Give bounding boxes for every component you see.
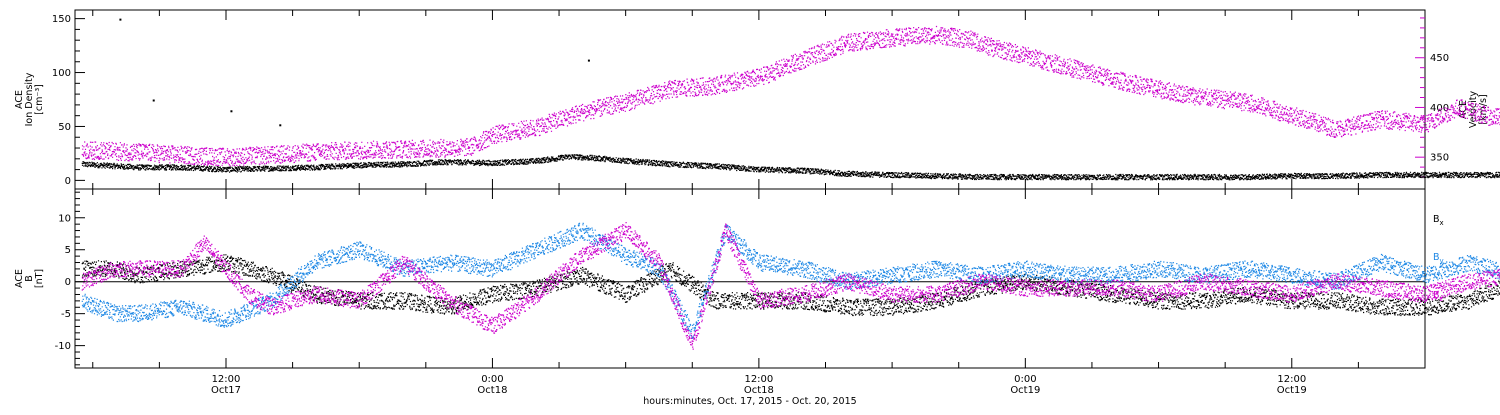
velocity-axis-tick-label: 450 xyxy=(1430,53,1449,64)
x-tick-date-label: Oct17 xyxy=(211,385,241,396)
field-axis-tick-label: 10 xyxy=(58,213,71,224)
x-tick-time-label: 12:00 xyxy=(1277,374,1306,385)
velocity-axis-title: ACEVelocity[km/s] xyxy=(1458,90,1489,128)
density-axis-tick-label: 150 xyxy=(52,14,71,25)
density-outlier-point xyxy=(279,124,282,127)
series-bz xyxy=(81,222,1500,350)
density-axis-tick-label: 100 xyxy=(52,68,71,79)
density-outlier-point xyxy=(119,18,122,21)
velocity-series xyxy=(81,25,1500,167)
field-axis-tick-label: -5 xyxy=(61,309,71,320)
legend-by: By xyxy=(1433,252,1444,265)
ion-density-series xyxy=(81,154,1500,181)
field-axis-tick-label: 0 xyxy=(65,277,71,288)
top-panel-frame xyxy=(74,9,1426,190)
bottom-panel-frame xyxy=(74,188,1426,369)
time-axis: 12:00Oct170:00Oct1812:00Oct180:00Oct1912… xyxy=(92,10,1426,396)
x-tick-time-label: 12:00 xyxy=(744,374,773,385)
legend-main: B xyxy=(1433,214,1440,225)
field-axis-tick-label: 5 xyxy=(65,245,71,256)
series-by xyxy=(81,222,1500,339)
field-axis-title-line: B xyxy=(24,275,35,282)
velocity-axis-title-line: Velocity xyxy=(1468,90,1479,128)
density-axis-title-line: [cm⁻³] xyxy=(34,84,45,115)
legend-main: B xyxy=(1433,252,1440,263)
density-axis-tick-label: 0 xyxy=(65,176,71,187)
x-tick-time-label: 12:00 xyxy=(212,374,241,385)
legend-main: B xyxy=(1433,290,1440,301)
field-axis-title: ACEB[nT] xyxy=(14,269,45,288)
velocity-axis-title-line: [km/s] xyxy=(1478,94,1489,124)
x-tick-date-label: Oct18 xyxy=(477,385,507,396)
velocity-axis-tick-label: 400 xyxy=(1430,103,1449,114)
density-outlier-point xyxy=(152,99,155,102)
density-outlier-point xyxy=(230,110,233,113)
density-axis-tick-label: 50 xyxy=(58,122,71,133)
legend-bx: Bx xyxy=(1433,214,1444,227)
velocity-axis-tick-label: 350 xyxy=(1430,153,1449,164)
field-axis-title-line: ACE xyxy=(14,269,25,288)
density-outlier-point xyxy=(587,59,590,62)
velocity-axis-title-line: ACE xyxy=(1458,100,1469,119)
density-axis-title-line: ACE xyxy=(14,90,25,109)
legend-sub: z xyxy=(1440,295,1444,303)
density-axis-title: ACEIon Density[cm⁻³] xyxy=(14,72,45,126)
x-axis-title: hours:minutes, Oct. 17, 2015 - Oct. 20, … xyxy=(643,396,856,407)
x-tick-date-label: Oct19 xyxy=(1010,385,1040,396)
x-tick-date-label: Oct19 xyxy=(1277,385,1307,396)
x-tick-time-label: 0:00 xyxy=(1014,374,1036,385)
field-axis-tick-label: -10 xyxy=(55,341,71,352)
density-axis-title-line: Ion Density xyxy=(24,72,35,126)
legend-sub: x xyxy=(1440,219,1444,227)
field-axis-title-line: [nT] xyxy=(34,269,45,288)
legend-bz: Bz xyxy=(1433,290,1444,303)
legend-sub: y xyxy=(1440,257,1444,265)
x-tick-time-label: 0:00 xyxy=(481,374,503,385)
series-bx xyxy=(81,254,1500,317)
x-tick-date-label: Oct18 xyxy=(744,385,774,396)
